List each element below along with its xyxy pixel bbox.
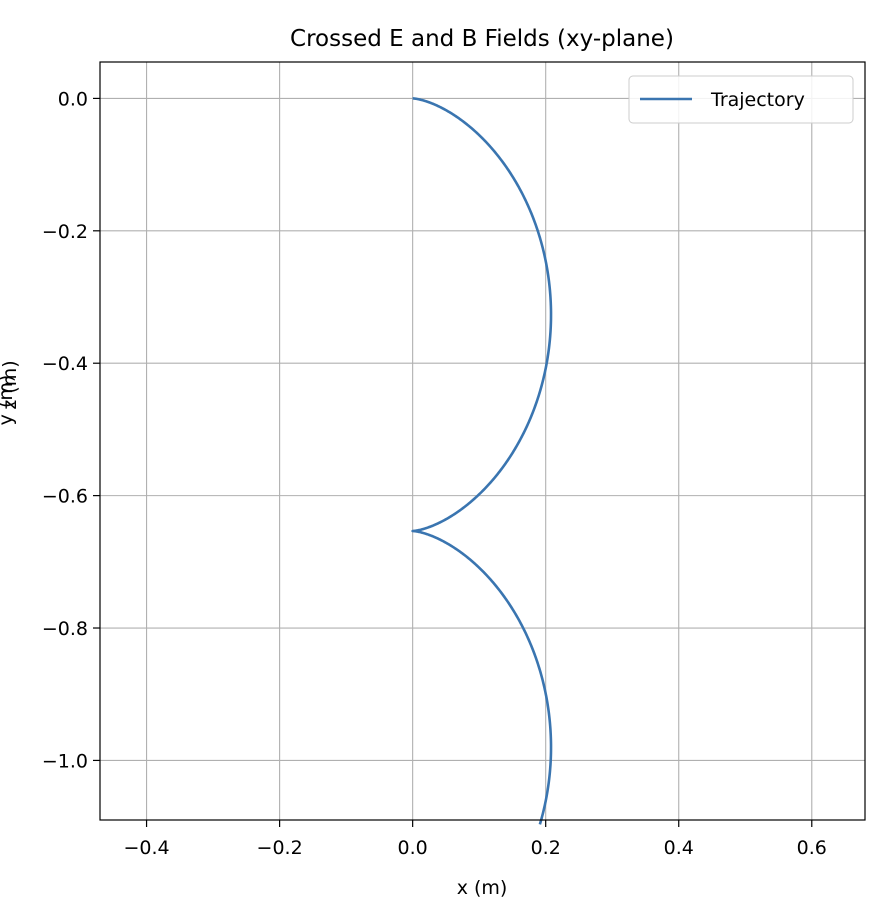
y-axis-overlap-label: z (m) — [0, 360, 21, 409]
axis-ticks: −0.4 −0.2 0.0 0.2 0.4 0.6 0.0 −0.2 −0.4 −0.6 −0.8 −… — [42, 88, 827, 859]
legend: Trajectory — [628, 75, 854, 124]
x-tick-label: −0.2 — [257, 837, 303, 859]
y-tick-label: −0.6 — [42, 486, 88, 508]
plot-area — [411, 97, 553, 825]
legend-box — [628, 75, 854, 124]
y-tick-label: 0.0 — [58, 88, 88, 110]
y-tick-label: −0.8 — [42, 618, 88, 640]
x-tick-label: 0.2 — [531, 837, 561, 859]
x-tick-label: 0.6 — [797, 837, 827, 859]
x-axis-label: x (m) — [457, 877, 508, 899]
x-tick-label: 0.4 — [664, 837, 694, 859]
y-tick-label: −1.0 — [42, 750, 88, 772]
legend-label-trajectory: Trajectory — [710, 89, 805, 111]
y-tick-label: −0.4 — [42, 353, 88, 375]
x-tick-label: 0.0 — [398, 837, 428, 859]
trajectory-line — [411, 97, 553, 825]
plot-frame — [99, 61, 866, 821]
y-tick-label: −0.2 — [42, 221, 88, 243]
chart-title: Crossed E and B Fields (xy-plane) — [290, 26, 674, 52]
grid-lines — [100, 62, 865, 820]
y-axis-label: y (m) — [0, 375, 17, 426]
x-tick-label: −0.4 — [123, 837, 169, 859]
